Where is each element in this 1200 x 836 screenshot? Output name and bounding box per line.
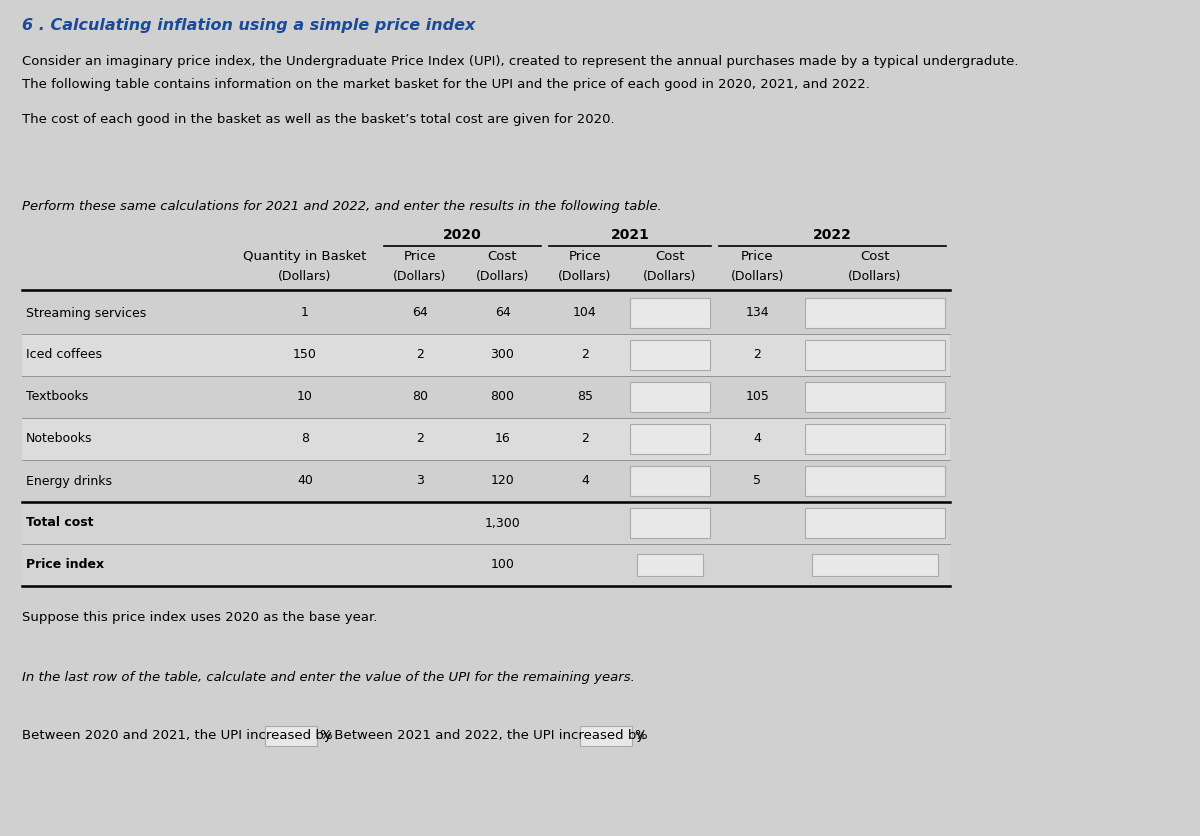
Bar bbox=[805, 382, 946, 412]
Text: 300: 300 bbox=[491, 349, 515, 361]
Text: 4: 4 bbox=[754, 432, 762, 446]
Text: 40: 40 bbox=[298, 475, 313, 487]
Bar bbox=[630, 298, 710, 328]
Text: Total cost: Total cost bbox=[26, 517, 94, 529]
Text: Perform these same calculations for 2021 and 2022, and enter the results in the : Perform these same calculations for 2021… bbox=[22, 200, 661, 213]
Text: 2: 2 bbox=[581, 349, 589, 361]
Text: The following table contains information on the market basket for the UPI and th: The following table contains information… bbox=[22, 78, 870, 91]
Bar bbox=[22, 334, 950, 376]
Text: 2: 2 bbox=[754, 349, 762, 361]
Text: Suppose this price index uses 2020 as the base year.: Suppose this price index uses 2020 as th… bbox=[22, 611, 377, 624]
Bar bbox=[805, 340, 946, 370]
Text: (Dollars): (Dollars) bbox=[848, 270, 901, 283]
Bar bbox=[22, 544, 950, 586]
Text: 2020: 2020 bbox=[443, 228, 482, 242]
Bar bbox=[22, 460, 950, 502]
Text: Consider an imaginary price index, the Undergraduate Price Index (UPI), created : Consider an imaginary price index, the U… bbox=[22, 55, 1019, 68]
Text: 80: 80 bbox=[412, 390, 428, 404]
Text: Cost: Cost bbox=[655, 250, 685, 263]
Text: 1: 1 bbox=[301, 307, 308, 319]
Text: (Dollars): (Dollars) bbox=[476, 270, 529, 283]
Text: 2: 2 bbox=[416, 432, 424, 446]
Text: 100: 100 bbox=[491, 558, 515, 572]
Text: 85: 85 bbox=[577, 390, 593, 404]
Text: %: % bbox=[635, 729, 647, 742]
Text: Cost: Cost bbox=[860, 250, 889, 263]
Bar bbox=[805, 508, 946, 538]
Text: %: % bbox=[319, 729, 331, 742]
Text: (Dollars): (Dollars) bbox=[394, 270, 446, 283]
Text: 5: 5 bbox=[754, 475, 762, 487]
Text: 105: 105 bbox=[745, 390, 769, 404]
Text: Cost: Cost bbox=[487, 250, 517, 263]
Bar bbox=[805, 424, 946, 454]
Bar bbox=[637, 554, 703, 576]
Bar bbox=[812, 554, 938, 576]
Text: 2: 2 bbox=[416, 349, 424, 361]
Text: 150: 150 bbox=[293, 349, 317, 361]
Bar bbox=[22, 418, 950, 460]
Text: 64: 64 bbox=[412, 307, 428, 319]
Text: 4: 4 bbox=[581, 475, 589, 487]
Text: 3: 3 bbox=[416, 475, 424, 487]
Text: Price: Price bbox=[569, 250, 601, 263]
Bar bbox=[630, 340, 710, 370]
Text: Price: Price bbox=[742, 250, 774, 263]
Text: 2021: 2021 bbox=[611, 228, 649, 242]
Text: 1,300: 1,300 bbox=[485, 517, 521, 529]
Text: (Dollars): (Dollars) bbox=[643, 270, 697, 283]
Text: Price: Price bbox=[403, 250, 437, 263]
Text: 16: 16 bbox=[494, 432, 510, 446]
Text: Textbooks: Textbooks bbox=[26, 390, 89, 404]
Bar bbox=[581, 726, 632, 746]
Text: 134: 134 bbox=[745, 307, 769, 319]
Text: 8: 8 bbox=[301, 432, 310, 446]
Text: .: . bbox=[641, 729, 646, 742]
Bar bbox=[805, 466, 946, 496]
Bar bbox=[630, 466, 710, 496]
Text: In the last row of the table, calculate and enter the value of the UPI for the r: In the last row of the table, calculate … bbox=[22, 671, 635, 684]
Text: Notebooks: Notebooks bbox=[26, 432, 92, 446]
Bar bbox=[265, 726, 317, 746]
Text: (Dollars): (Dollars) bbox=[731, 270, 784, 283]
Text: The cost of each good in the basket as well as the basket’s total cost are given: The cost of each good in the basket as w… bbox=[22, 113, 614, 126]
Text: 120: 120 bbox=[491, 475, 515, 487]
Bar bbox=[630, 424, 710, 454]
Bar bbox=[630, 382, 710, 412]
Bar bbox=[630, 508, 710, 538]
Text: Streaming services: Streaming services bbox=[26, 307, 146, 319]
Text: Price index: Price index bbox=[26, 558, 104, 572]
Text: Quantity in Basket: Quantity in Basket bbox=[244, 250, 367, 263]
Text: Iced coffees: Iced coffees bbox=[26, 349, 102, 361]
Bar bbox=[805, 298, 946, 328]
Text: 64: 64 bbox=[494, 307, 510, 319]
Text: . Between 2021 and 2022, the UPI increased by: . Between 2021 and 2022, the UPI increas… bbox=[326, 729, 644, 742]
Text: 800: 800 bbox=[491, 390, 515, 404]
Text: Energy drinks: Energy drinks bbox=[26, 475, 112, 487]
Text: Between 2020 and 2021, the UPI increased by: Between 2020 and 2021, the UPI increased… bbox=[22, 729, 331, 742]
Bar bbox=[22, 376, 950, 418]
Bar bbox=[22, 502, 950, 544]
Bar bbox=[22, 292, 950, 334]
Text: 10: 10 bbox=[298, 390, 313, 404]
Text: 2: 2 bbox=[581, 432, 589, 446]
Text: (Dollars): (Dollars) bbox=[278, 270, 331, 283]
Text: 2022: 2022 bbox=[814, 228, 852, 242]
Text: 104: 104 bbox=[574, 307, 596, 319]
Text: (Dollars): (Dollars) bbox=[558, 270, 612, 283]
Text: 6 . Calculating inflation using a simple price index: 6 . Calculating inflation using a simple… bbox=[22, 18, 475, 33]
